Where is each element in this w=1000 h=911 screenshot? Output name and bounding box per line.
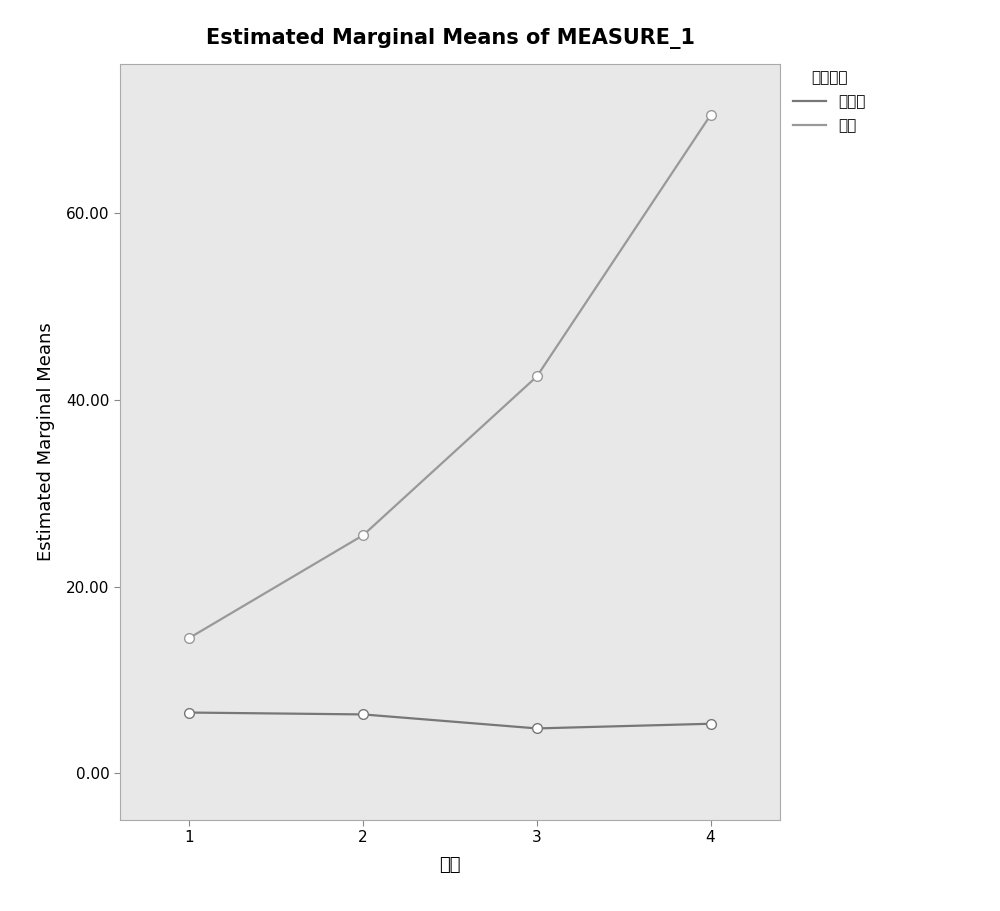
患病: [183, 632, 195, 643]
Line: 患病: 患病: [185, 110, 715, 643]
Title: Estimated Marginal Means of MEASURE_1: Estimated Marginal Means of MEASURE_1: [206, 28, 694, 49]
未患病: [183, 707, 195, 718]
未患病: [357, 709, 369, 720]
未患病: [531, 723, 543, 734]
患病: [531, 371, 543, 382]
患病: [357, 529, 369, 540]
X-axis label: 时间: 时间: [439, 856, 461, 875]
未患病: [705, 718, 717, 729]
Y-axis label: Estimated Marginal Means: Estimated Marginal Means: [37, 322, 55, 561]
患病: [705, 109, 717, 120]
Line: 未患病: 未患病: [185, 708, 715, 733]
Legend: 未患病, 患病: 未患病, 患病: [787, 64, 872, 139]
